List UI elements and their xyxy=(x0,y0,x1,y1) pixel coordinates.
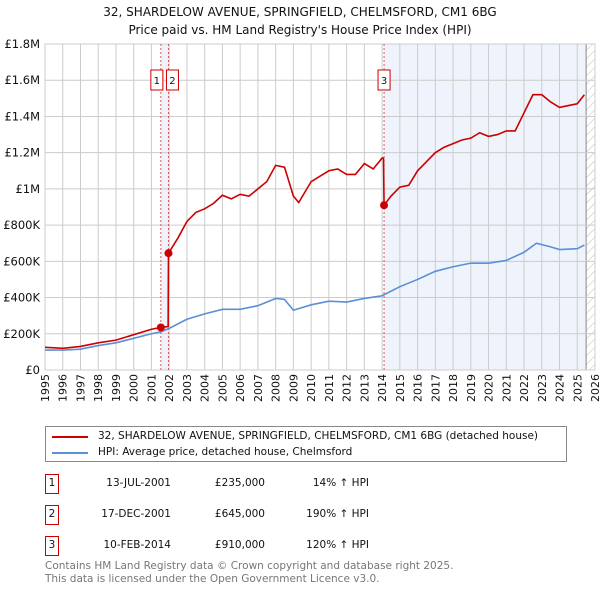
property-price-line xyxy=(44,93,585,350)
x-tick-label: 2026 xyxy=(589,374,600,402)
x-tick-label: 1998 xyxy=(92,374,105,402)
x-tick-label: 2008 xyxy=(270,374,283,402)
x-tick-label: 2016 xyxy=(412,374,425,402)
x-tick-label: 2010 xyxy=(305,374,318,402)
legend-swatch-red xyxy=(52,435,88,438)
x-tick-label: 2000 xyxy=(128,374,141,402)
x-tick-label: 2003 xyxy=(181,374,194,402)
sale-interval-shade xyxy=(160,44,169,370)
sale-hpi-change: 120% ↑ HPI xyxy=(306,539,369,551)
x-tick-label: 2019 xyxy=(465,374,478,402)
x-tick-label: 2006 xyxy=(234,374,247,402)
sale-date: 13-JUL-2001 xyxy=(106,477,171,489)
x-tick-label: 1997 xyxy=(74,374,87,402)
y-tick-label: £1.8M xyxy=(4,37,40,51)
legend-label: HPI: Average price, detached house, Chel… xyxy=(98,446,353,458)
y-tick-label: £0 xyxy=(25,363,40,377)
sale-number-badge: 1 xyxy=(45,474,59,494)
x-tick-label: 2022 xyxy=(518,374,531,402)
sale-label: 2 xyxy=(169,76,175,87)
x-tick-label: 1999 xyxy=(110,374,123,402)
sale-price: £645,000 xyxy=(214,508,265,520)
sale-point xyxy=(156,323,165,332)
x-tick-label: 2004 xyxy=(199,374,212,402)
sale-label-box xyxy=(377,69,391,91)
sale-hpi-change: 190% ↑ HPI xyxy=(306,508,369,520)
sale-label-box xyxy=(150,69,164,91)
x-tick-label: 1995 xyxy=(39,374,52,402)
x-tick-label: 2017 xyxy=(429,374,442,402)
price-chart: 32, SHARDELOW AVENUE, SPRINGFIELD, CHELM… xyxy=(3,5,600,402)
footer-line: This data is licensed under the Open Gov… xyxy=(45,573,380,585)
x-tick-label: 2013 xyxy=(358,374,371,402)
y-tick-label: £200K xyxy=(3,327,40,341)
y-tick-label: £400K xyxy=(3,291,40,305)
sale-point xyxy=(380,201,389,210)
y-tick-label: £600K xyxy=(3,254,40,268)
x-tick-label: 2020 xyxy=(483,374,496,402)
y-tick-label: £1.2M xyxy=(4,146,40,160)
x-tick-label: 2007 xyxy=(252,374,265,402)
x-tick-label: 2024 xyxy=(554,374,567,402)
y-tick-label: £1M xyxy=(15,182,40,196)
plot-border xyxy=(44,43,596,371)
x-tick-label: 2025 xyxy=(571,374,584,402)
x-tick-label: 1996 xyxy=(57,374,70,402)
y-tick-label: £800K xyxy=(3,218,40,232)
footer-line: Contains HM Land Registry data © Crown c… xyxy=(45,560,454,572)
x-tick-label: 2023 xyxy=(536,374,549,402)
sale-label: 1 xyxy=(154,76,160,87)
forecast-hatch xyxy=(586,44,595,370)
x-tick-label: 2021 xyxy=(500,374,513,402)
x-tick-label: 2005 xyxy=(216,374,229,402)
sale-label-box xyxy=(165,69,179,91)
x-tick-label: 2002 xyxy=(163,374,176,402)
sale-number-badge: 3 xyxy=(45,536,59,556)
chart-legend: 32, SHARDELOW AVENUE, SPRINGFIELD, CHELM… xyxy=(45,426,567,462)
chart-subtitle: Price paid vs. HM Land Registry's House … xyxy=(128,23,471,37)
sale-price: £910,000 xyxy=(214,539,265,551)
x-tick-label: 2012 xyxy=(341,374,354,402)
y-tick-label: £1.6M xyxy=(4,73,40,87)
sale-label: 3 xyxy=(381,76,387,87)
sale-price: £235,000 xyxy=(214,477,265,489)
x-tick-label: 2011 xyxy=(323,374,336,402)
sale-hpi-change: 14% ↑ HPI xyxy=(312,477,369,489)
legend-item-property: 32, SHARDELOW AVENUE, SPRINGFIELD, CHELM… xyxy=(52,430,538,443)
y-tick-label: £1.4M xyxy=(4,109,40,123)
legend-item-hpi: HPI: Average price, detached house, Chel… xyxy=(52,446,352,459)
x-tick-label: 2014 xyxy=(376,374,389,402)
sale-date: 10-FEB-2014 xyxy=(103,539,171,551)
x-tick-label: 2015 xyxy=(394,374,407,402)
hpi-line xyxy=(45,242,585,351)
x-tick-label: 2001 xyxy=(145,374,158,402)
sale-interval-shade xyxy=(384,44,587,370)
chart-title: 32, SHARDELOW AVENUE, SPRINGFIELD, CHELM… xyxy=(103,5,496,19)
sale-point xyxy=(164,249,173,258)
legend-swatch-blue xyxy=(52,451,88,454)
x-tick-label: 2018 xyxy=(447,374,460,402)
sale-date: 17-DEC-2001 xyxy=(101,508,171,520)
legend-label: 32, SHARDELOW AVENUE, SPRINGFIELD, CHELM… xyxy=(98,430,538,442)
sale-number-badge: 2 xyxy=(45,505,59,525)
x-tick-label: 2009 xyxy=(287,374,300,402)
